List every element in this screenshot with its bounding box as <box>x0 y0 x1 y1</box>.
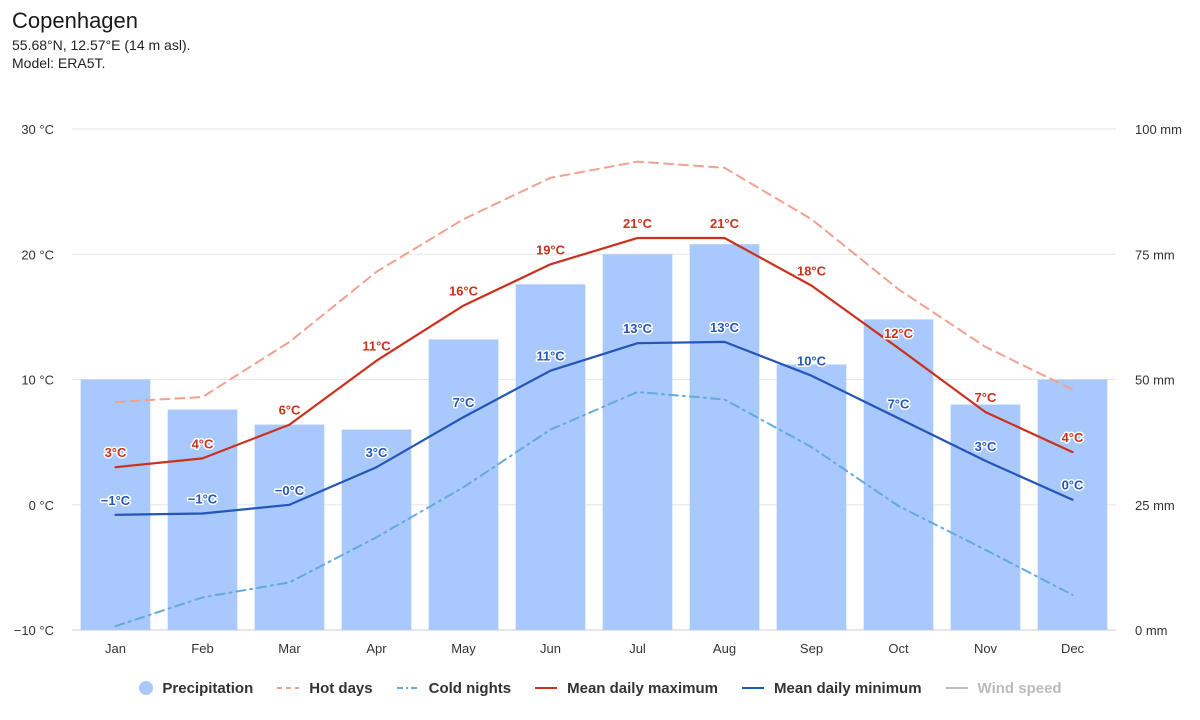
chart-legend: Precipitation Hot days Cold nights Mean dai… <box>0 676 1200 700</box>
x-tick-label: May <box>451 641 476 656</box>
mean-min-label: 3°C <box>975 439 997 454</box>
mean-max-label: 18°C <box>797 264 827 279</box>
x-tick-label: Jan <box>105 641 126 656</box>
solid-line-icon <box>535 687 558 689</box>
mean-min-label: 13°C <box>623 321 653 336</box>
series-lines[interactable] <box>114 160 1074 628</box>
mean-min-label: 3°C <box>366 445 388 460</box>
data-labels: 3°C 4°C 6°C 11°C 16°C 19°C 21°C 21°C 18°C 12°C 7°C… <box>99 214 1085 509</box>
model-subtitle: Model: ERA5T. <box>12 55 106 71</box>
mean-min-label: 7°C <box>888 396 910 411</box>
precipitation-bars[interactable] <box>80 244 1108 631</box>
legend-label: Wind speed <box>977 679 1062 697</box>
legend-item-wind-speed[interactable]: Wind speed <box>944 680 1062 697</box>
legend-item-hot-days[interactable]: Hot days <box>275 679 373 697</box>
precipitation-bar-sep[interactable] <box>776 364 847 630</box>
y-left-tick-label: 20 °C <box>21 247 54 262</box>
solid-line-icon <box>742 687 764 689</box>
y-right-tick-label: 75 mm <box>1135 247 1175 262</box>
mean-max-label: 11°C <box>362 339 391 354</box>
precipitation-bar-oct[interactable] <box>863 319 934 630</box>
mean-min-label: −1°C <box>188 492 218 507</box>
chart-header: Copenhagen 55.68°N, 12.57°E (14 m asl). … <box>12 6 812 72</box>
y-left-tick-label: 30 °C <box>21 122 54 137</box>
location-subtitle: 55.68°N, 12.57°E (14 m asl). <box>12 37 191 53</box>
legend-item-cold-nights[interactable]: Cold nights <box>395 679 512 697</box>
precipitation-bar-nov[interactable] <box>950 404 1021 630</box>
y-right-tick-label: 50 mm <box>1135 373 1175 388</box>
y-left-tick-label: −10 °C <box>14 623 54 638</box>
mean-min-line[interactable] <box>114 340 1074 516</box>
y-right-tick-label: 100 mm <box>1135 122 1182 137</box>
mean-max-label: 12°C <box>884 326 914 341</box>
mean-max-label: 4°C <box>192 436 214 451</box>
precipitation-bar-jan[interactable] <box>80 379 151 631</box>
mean-max-label: 16°C <box>449 284 479 299</box>
x-tick-label: Dec <box>1061 641 1085 656</box>
precipitation-bar-apr[interactable] <box>341 429 412 630</box>
legend-item-mean-min[interactable]: Mean daily minimum <box>740 680 922 697</box>
y-left-tick-label: 10 °C <box>21 373 54 388</box>
mean-min-label: −0°C <box>275 483 305 498</box>
chart-title: Copenhagen <box>12 8 139 33</box>
mean-max-label: 21°C <box>623 216 653 231</box>
solid-line-icon <box>945 687 968 689</box>
legend-label: Hot days <box>309 679 373 697</box>
precipitation-bar-dec[interactable] <box>1037 379 1108 631</box>
y-right-tick-label: 25 mm <box>1135 498 1175 513</box>
legend-item-mean-max[interactable]: Mean daily maximum <box>533 680 718 697</box>
x-tick-label: Aug <box>713 641 736 656</box>
legend-label: Cold nights <box>428 679 512 697</box>
mean-max-label: 3°C <box>105 445 127 460</box>
mean-max-label: 6°C <box>279 403 301 418</box>
mean-min-label: 10°C <box>797 354 827 369</box>
dashed-line-icon <box>277 687 300 689</box>
mean-min-label: −1°C <box>101 493 131 508</box>
precipitation-bar-may[interactable] <box>428 339 499 630</box>
mean-max-label: 4°C <box>1062 430 1084 445</box>
precipitation-bar-jun[interactable] <box>515 284 586 630</box>
precipitation-bar-aug[interactable] <box>689 244 760 631</box>
x-tick-label: Sep <box>800 641 823 656</box>
x-tick-label: Nov <box>974 641 998 656</box>
mean-max-label: 7°C <box>975 390 997 405</box>
x-tick-label: Oct <box>888 641 909 656</box>
x-tick-label: Feb <box>191 641 213 656</box>
x-tick-label: Jul <box>629 641 646 656</box>
x-tick-label: Mar <box>278 641 301 656</box>
precipitation-bar-mar[interactable] <box>254 424 325 630</box>
mean-max-line[interactable] <box>114 236 1074 469</box>
precipitation-bar-feb[interactable] <box>167 409 238 630</box>
mean-max-label: 19°C <box>536 242 566 257</box>
legend-label: Precipitation <box>162 679 254 697</box>
y-left-tick-label: 0 °C <box>29 498 54 513</box>
mean-min-label: 11°C <box>536 349 565 364</box>
precipitation-circle-icon <box>139 681 154 695</box>
legend-label: Mean daily maximum <box>567 679 718 697</box>
cold-nights-line[interactable] <box>114 391 1074 628</box>
y-right-tick-label: 0 mm <box>1135 623 1168 638</box>
axes-layer: −10 °C 0 °C 10 °C 20 °C 30 °C 0 mm 25 mm 50 mm 7… <box>14 122 1182 656</box>
x-tick-label: Jun <box>540 641 561 656</box>
mean-max-label: 21°C <box>710 216 740 231</box>
legend-label: Mean daily minimum <box>774 679 922 697</box>
mean-min-label: 7°C <box>453 395 475 410</box>
mean-min-label: 0°C <box>1062 478 1084 493</box>
dash-dot-line-icon <box>396 687 419 689</box>
x-tick-label: Apr <box>366 641 387 656</box>
mean-min-label: 13°C <box>710 320 740 335</box>
legend-item-precipitation[interactable]: Precipitation <box>138 680 253 697</box>
hot-days-line[interactable] <box>114 160 1074 403</box>
precipitation-bar-jul[interactable] <box>602 254 673 630</box>
